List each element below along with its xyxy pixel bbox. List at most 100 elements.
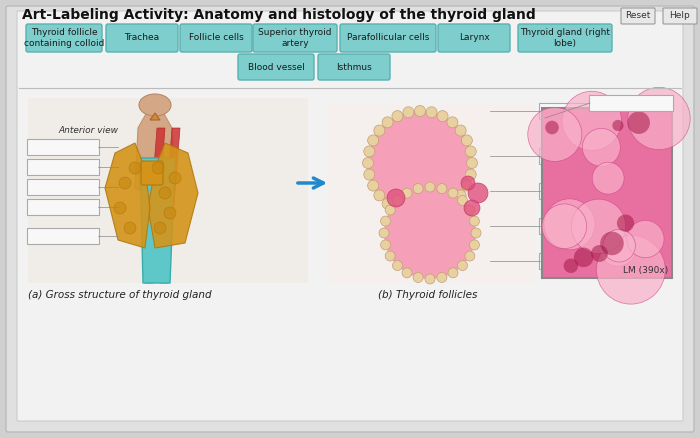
Circle shape — [413, 272, 423, 283]
Circle shape — [384, 187, 476, 279]
Circle shape — [564, 258, 578, 273]
Circle shape — [592, 162, 624, 194]
Circle shape — [461, 135, 472, 146]
Circle shape — [470, 240, 480, 250]
Circle shape — [382, 117, 393, 128]
Circle shape — [545, 121, 559, 134]
Circle shape — [571, 199, 626, 254]
Circle shape — [612, 120, 624, 131]
Circle shape — [468, 183, 488, 203]
FancyBboxPatch shape — [318, 54, 390, 80]
Text: Thyroid follicle
containing colloid: Thyroid follicle containing colloid — [24, 28, 104, 48]
Circle shape — [159, 187, 171, 199]
FancyBboxPatch shape — [663, 8, 697, 24]
Circle shape — [448, 188, 458, 198]
Circle shape — [437, 111, 448, 122]
Circle shape — [426, 208, 437, 219]
FancyBboxPatch shape — [180, 24, 252, 52]
FancyBboxPatch shape — [27, 159, 99, 175]
Text: Anterior view: Anterior view — [58, 126, 118, 135]
Text: Larynx: Larynx — [458, 33, 489, 42]
Text: Parafollicular cells: Parafollicular cells — [346, 33, 429, 42]
FancyBboxPatch shape — [28, 98, 308, 283]
Circle shape — [402, 268, 412, 278]
Polygon shape — [150, 113, 160, 120]
Circle shape — [381, 216, 391, 226]
Circle shape — [600, 230, 636, 266]
Circle shape — [413, 184, 423, 194]
FancyBboxPatch shape — [621, 8, 655, 24]
Circle shape — [437, 184, 447, 194]
Circle shape — [364, 146, 374, 157]
FancyBboxPatch shape — [438, 24, 510, 52]
Circle shape — [447, 117, 458, 128]
Circle shape — [364, 169, 374, 180]
Text: LM (390x): LM (390x) — [623, 266, 668, 275]
FancyBboxPatch shape — [27, 139, 99, 155]
Text: (b) Thyroid follicles: (b) Thyroid follicles — [378, 290, 477, 300]
FancyBboxPatch shape — [27, 228, 99, 244]
Polygon shape — [140, 158, 175, 283]
Circle shape — [627, 111, 650, 134]
Text: Follicle cells: Follicle cells — [188, 33, 244, 42]
Circle shape — [425, 182, 435, 192]
FancyBboxPatch shape — [518, 24, 612, 52]
Text: Art-Labeling Activity: Anatomy and histology of the thyroid gland: Art-Labeling Activity: Anatomy and histo… — [22, 8, 536, 22]
Circle shape — [447, 198, 458, 209]
Circle shape — [455, 125, 466, 136]
Circle shape — [385, 251, 396, 261]
Circle shape — [393, 195, 402, 205]
Text: Reset: Reset — [625, 11, 651, 21]
Polygon shape — [145, 128, 165, 283]
FancyBboxPatch shape — [539, 218, 611, 234]
Circle shape — [154, 222, 166, 234]
FancyBboxPatch shape — [589, 95, 673, 111]
Circle shape — [392, 111, 403, 122]
Circle shape — [368, 180, 379, 191]
Circle shape — [466, 146, 476, 157]
Circle shape — [402, 188, 412, 198]
Circle shape — [600, 232, 624, 255]
FancyBboxPatch shape — [539, 183, 611, 199]
Circle shape — [455, 190, 466, 201]
Circle shape — [626, 220, 664, 258]
Circle shape — [414, 106, 426, 117]
Polygon shape — [105, 143, 150, 248]
Circle shape — [426, 107, 437, 118]
FancyBboxPatch shape — [328, 103, 536, 283]
Circle shape — [374, 190, 385, 201]
Circle shape — [464, 200, 480, 216]
Circle shape — [466, 169, 476, 180]
FancyBboxPatch shape — [542, 108, 672, 278]
Circle shape — [596, 235, 665, 304]
FancyBboxPatch shape — [27, 199, 99, 215]
Circle shape — [393, 261, 402, 271]
Circle shape — [382, 198, 393, 209]
FancyBboxPatch shape — [539, 253, 611, 269]
Circle shape — [437, 205, 448, 215]
Circle shape — [164, 207, 176, 219]
Circle shape — [392, 205, 403, 215]
FancyBboxPatch shape — [539, 148, 611, 164]
Circle shape — [425, 274, 435, 284]
Circle shape — [528, 107, 582, 162]
Circle shape — [119, 177, 131, 189]
Circle shape — [471, 228, 481, 238]
Circle shape — [617, 215, 634, 232]
Circle shape — [603, 230, 636, 262]
Polygon shape — [135, 98, 175, 198]
FancyBboxPatch shape — [340, 24, 436, 52]
Circle shape — [628, 87, 690, 150]
Circle shape — [544, 199, 595, 250]
Text: Thyroid gland (right
lobe): Thyroid gland (right lobe) — [520, 28, 610, 48]
FancyBboxPatch shape — [27, 179, 99, 195]
FancyBboxPatch shape — [26, 24, 102, 52]
Circle shape — [385, 205, 396, 215]
Text: Isthmus: Isthmus — [336, 63, 372, 71]
Circle shape — [542, 204, 587, 249]
Polygon shape — [148, 143, 198, 248]
Circle shape — [129, 162, 141, 174]
Circle shape — [458, 195, 468, 205]
Circle shape — [466, 158, 477, 169]
Circle shape — [124, 222, 136, 234]
